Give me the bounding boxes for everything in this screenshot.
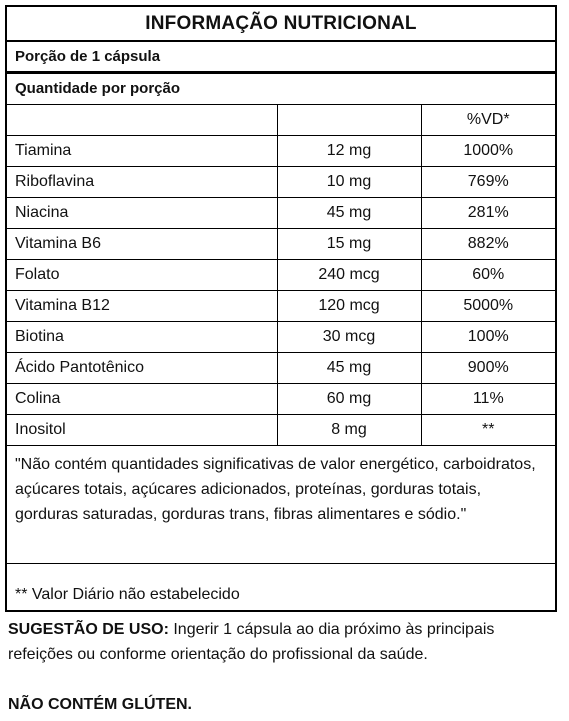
cell-nutrient: Vitamina B6	[7, 228, 277, 260]
cell-amount: 45 mg	[276, 352, 421, 384]
table-row: Vitamina B12 120 mcg 5000%	[7, 290, 555, 322]
cell-amount: 60 mg	[276, 383, 421, 415]
cell-nutrient: Vitamina B12	[7, 290, 277, 322]
cell-amount: 45 mg	[276, 197, 421, 229]
cell-nutrient: Riboflavina	[7, 166, 277, 198]
cell-vd: 11%	[420, 383, 555, 415]
cell-amount: 8 mg	[276, 414, 421, 446]
cell-vd: 60%	[420, 259, 555, 291]
cell-vd: 882%	[420, 228, 555, 260]
quantity-per-portion-header: Quantidade por porção	[7, 74, 555, 105]
table-row: Vitamina B6 15 mg 882%	[7, 228, 555, 260]
cell-amount: 10 mg	[276, 166, 421, 198]
cell-vd: 5000%	[420, 290, 555, 322]
table-row: Inositol 8 mg **	[7, 414, 555, 446]
table-row: Biotina 30 mcg 100%	[7, 321, 555, 353]
cell-amount: 120 mcg	[276, 290, 421, 322]
table-row: Ácido Pantotênico 45 mg 900%	[7, 352, 555, 384]
cell-nutrient: Folato	[7, 259, 277, 291]
table-row: Niacina 45 mg 281%	[7, 197, 555, 229]
cell-amount: 12 mg	[276, 135, 421, 167]
table-row: Colina 60 mg 11%	[7, 383, 555, 415]
gluten-free-notice: NÃO CONTÉM GLÚTEN.	[8, 696, 192, 713]
cell-vd: 769%	[420, 166, 555, 198]
nutrient-table: %VD* Tiamina 12 mg 1000% Riboflavina 10 mg 76…	[7, 105, 555, 446]
nutrition-facts-panel: INFORMAÇÃO NUTRICIONAL Porção de 1 cápsu…	[5, 5, 557, 612]
cell-vd: 900%	[420, 352, 555, 384]
cell-nutrient: Ácido Pantotênico	[7, 352, 277, 384]
cell-nutrient: Tiamina	[7, 135, 277, 167]
cell-nutrient: Colina	[7, 383, 277, 415]
panel-title: INFORMAÇÃO NUTRICIONAL	[7, 7, 555, 42]
cell-vd: 100%	[420, 321, 555, 353]
cell-nutrient: Biotina	[7, 321, 277, 353]
cell-vd: 281%	[420, 197, 555, 229]
cell-amount: 240 mcg	[276, 259, 421, 291]
no-significant-amounts-note: "Não contém quantidades significativas d…	[7, 446, 555, 564]
cell-amount: 15 mg	[276, 228, 421, 260]
header-daily-value: %VD*	[420, 105, 555, 136]
header-amount	[276, 105, 421, 136]
usage-text: Ingerir 1 cápsula ao dia próximo às prin…	[8, 621, 495, 663]
usage-suggestion: SUGESTÃO DE USO: Ingerir 1 cápsula ao di…	[8, 617, 553, 667]
cell-amount: 30 mcg	[276, 321, 421, 353]
portion-size: Porção de 1 cápsula	[7, 42, 555, 74]
header-nutrient	[7, 105, 277, 136]
cell-nutrient: Inositol	[7, 414, 277, 446]
daily-value-footnote: ** Valor Diário não estabelecido	[15, 586, 240, 603]
cell-vd: **	[420, 414, 555, 446]
table-header-row: %VD*	[7, 105, 555, 136]
cell-nutrient: Niacina	[7, 197, 277, 229]
table-row: Folato 240 mcg 60%	[7, 259, 555, 291]
table-row: Riboflavina 10 mg 769%	[7, 166, 555, 198]
cell-vd: 1000%	[420, 135, 555, 167]
table-row: Tiamina 12 mg 1000%	[7, 135, 555, 167]
usage-label: SUGESTÃO DE USO:	[8, 621, 169, 638]
